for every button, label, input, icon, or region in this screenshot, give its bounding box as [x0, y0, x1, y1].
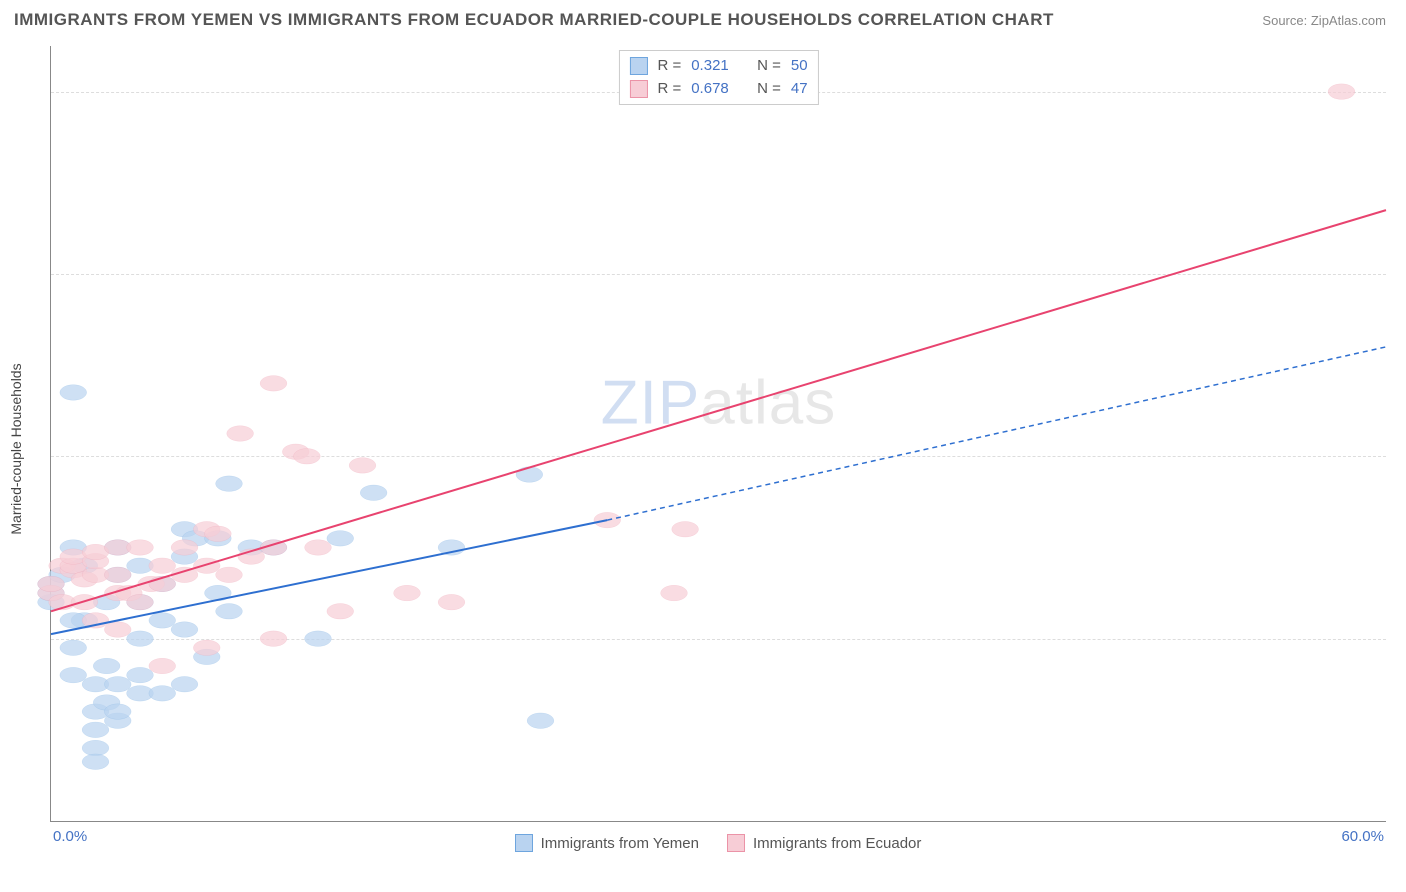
chart-title: IMMIGRANTS FROM YEMEN VS IMMIGRANTS FROM… [14, 10, 1054, 30]
data-point-yemen [516, 467, 543, 483]
data-point-yemen [149, 613, 176, 629]
plot-area: ZIPatlas R =0.321 N =50R =0.678 N =47 0.… [50, 46, 1386, 822]
data-point-ecuador [305, 540, 332, 556]
data-point-yemen [360, 485, 387, 501]
data-point-ecuador [260, 376, 287, 392]
data-point-yemen [93, 658, 120, 674]
data-point-ecuador [104, 567, 131, 583]
data-point-yemen [171, 622, 198, 638]
source-attribution: Source: ZipAtlas.com [1262, 13, 1386, 28]
legend-label-yemen: Immigrants from Yemen [541, 835, 699, 852]
data-point-yemen [82, 754, 109, 770]
data-point-yemen [60, 667, 87, 683]
data-point-yemen [305, 631, 332, 647]
legend-swatch-ecuador [727, 834, 745, 852]
data-point-ecuador [193, 640, 220, 656]
data-point-ecuador [1328, 84, 1355, 100]
data-point-ecuador [149, 658, 176, 674]
data-point-ecuador [438, 594, 465, 610]
data-point-ecuador [672, 521, 699, 537]
legend-item-yemen: Immigrants from Yemen [515, 834, 699, 852]
legend-label-ecuador: Immigrants from Ecuador [753, 835, 921, 852]
data-point-ecuador [149, 558, 176, 574]
y-axis-label: Married-couple Households [8, 363, 24, 534]
source-label: Source: [1262, 13, 1307, 28]
data-point-ecuador [294, 449, 321, 465]
swatch-ecuador [629, 80, 647, 98]
r-value-ecuador: 0.678 [691, 78, 729, 101]
data-point-ecuador [661, 585, 688, 601]
data-point-yemen [171, 676, 198, 692]
r-label: R = [657, 78, 681, 101]
data-point-ecuador [227, 426, 254, 442]
data-point-yemen [127, 631, 154, 647]
data-point-yemen [104, 676, 131, 692]
data-point-ecuador [193, 558, 220, 574]
data-point-ecuador [127, 594, 154, 610]
data-point-yemen [327, 531, 354, 547]
data-point-ecuador [205, 526, 232, 542]
legend: Immigrants from Yemen Immigrants from Ecu… [50, 834, 1386, 852]
n-value-ecuador: 47 [791, 78, 808, 101]
source-link[interactable]: ZipAtlas.com [1311, 13, 1386, 28]
data-point-yemen [104, 704, 131, 720]
data-point-yemen [60, 640, 87, 656]
regression-line-ecuador [51, 210, 1386, 611]
n-label: N = [757, 55, 781, 78]
data-point-yemen [527, 713, 554, 729]
legend-swatch-yemen [515, 834, 533, 852]
data-point-ecuador [216, 567, 243, 583]
correlation-stats-box: R = 0.321 N = 50 R = 0.678 N = 47 [618, 50, 818, 105]
swatch-yemen [629, 57, 647, 75]
data-point-yemen [127, 667, 154, 683]
data-point-ecuador [104, 622, 131, 638]
r-value-yemen: 0.321 [691, 55, 729, 78]
stats-row-ecuador: R = 0.678 N = 47 [629, 78, 807, 101]
n-label: N = [757, 78, 781, 101]
data-point-yemen [60, 385, 87, 401]
n-value-yemen: 50 [791, 55, 808, 78]
data-point-yemen [216, 476, 243, 492]
data-point-ecuador [260, 631, 287, 647]
data-point-yemen [82, 740, 109, 756]
data-point-ecuador [394, 585, 421, 601]
r-label: R = [657, 55, 681, 78]
data-point-yemen [149, 686, 176, 702]
data-point-yemen [82, 722, 109, 738]
data-point-yemen [216, 604, 243, 620]
data-point-ecuador [171, 540, 198, 556]
regression-line-extrapolated-yemen [607, 347, 1386, 520]
data-point-ecuador [38, 576, 65, 592]
legend-item-ecuador: Immigrants from Ecuador [727, 834, 921, 852]
data-point-ecuador [127, 540, 154, 556]
scatter-plot [51, 46, 1386, 821]
data-point-ecuador [349, 458, 376, 474]
data-point-ecuador [327, 604, 354, 620]
stats-row-yemen: R = 0.321 N = 50 [629, 55, 807, 78]
